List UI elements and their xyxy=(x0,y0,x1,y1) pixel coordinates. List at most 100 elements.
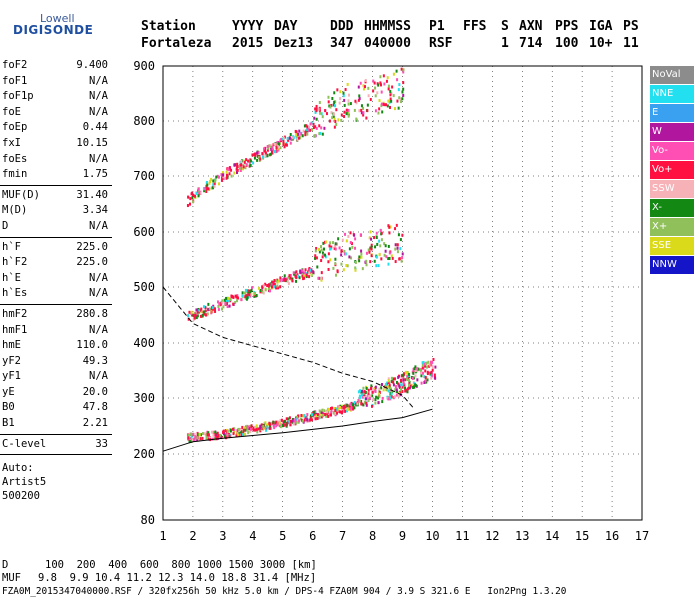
echo-point xyxy=(210,308,213,312)
echo-point xyxy=(327,95,330,99)
echo-point xyxy=(388,383,391,387)
echo-point xyxy=(404,389,407,393)
echo-point xyxy=(375,231,378,235)
echo-point xyxy=(237,433,240,437)
param-value: 47.8 xyxy=(82,401,108,414)
echo-point xyxy=(207,431,210,435)
echo-point xyxy=(374,401,377,405)
echo-point xyxy=(430,363,433,367)
echo-point xyxy=(402,373,405,377)
echo-point xyxy=(275,144,278,148)
echo-point xyxy=(242,159,245,163)
echo-point xyxy=(389,97,392,101)
echo-point xyxy=(378,390,381,394)
echo-point xyxy=(318,415,321,419)
echo-point xyxy=(252,161,255,165)
echo-point xyxy=(411,377,414,381)
echo-point xyxy=(345,264,348,268)
echo-point xyxy=(312,126,315,130)
echo-point xyxy=(314,134,317,138)
echo-point xyxy=(340,411,343,415)
echo-point xyxy=(195,432,198,436)
echo-point xyxy=(349,407,352,411)
echo-point xyxy=(315,117,318,121)
echo-point xyxy=(396,99,399,103)
echo-point xyxy=(394,260,397,264)
echo-point xyxy=(190,435,193,439)
echo-point xyxy=(396,246,399,250)
echo-point xyxy=(431,374,434,378)
echo-point xyxy=(330,111,333,115)
echo-point xyxy=(269,152,272,156)
echo-point xyxy=(189,202,192,206)
echo-point xyxy=(420,374,423,378)
echo-point xyxy=(212,183,215,187)
legend-nne: NNE xyxy=(650,85,694,103)
echo-point xyxy=(288,136,291,140)
echo-point xyxy=(296,273,299,277)
echo-point xyxy=(374,86,377,90)
param-row: foF1p N/A xyxy=(0,89,112,105)
echo-point xyxy=(240,159,243,163)
echo-point xyxy=(272,143,275,147)
echo-point xyxy=(360,108,363,112)
echo-point xyxy=(351,245,354,249)
param-row: M(D) 3.34 xyxy=(0,203,112,219)
echo-point xyxy=(406,387,409,391)
echo-point xyxy=(241,294,244,298)
echo-point xyxy=(219,303,222,307)
echo-point xyxy=(229,428,232,432)
echo-point xyxy=(314,254,317,258)
echo-point xyxy=(316,265,319,269)
echo-point xyxy=(335,273,338,277)
echo-point xyxy=(204,187,207,191)
echo-point xyxy=(244,295,247,299)
echo-point xyxy=(344,88,347,92)
echo-point xyxy=(414,374,417,378)
echo-point xyxy=(311,413,314,417)
echo-point xyxy=(307,127,310,131)
param-value: N/A xyxy=(89,271,108,284)
echo-point xyxy=(207,433,210,437)
echo-point xyxy=(327,100,330,104)
echo-point xyxy=(308,275,311,279)
echo-point xyxy=(216,174,219,178)
echo-point xyxy=(242,165,245,169)
echo-point xyxy=(332,241,335,245)
echo-point xyxy=(376,91,379,95)
echo-point xyxy=(304,268,307,272)
echo-point xyxy=(358,94,361,98)
echo-point xyxy=(365,251,368,255)
echo-point xyxy=(208,307,211,311)
param-row: fxI 10.15 xyxy=(0,136,112,152)
echo-point xyxy=(242,433,245,437)
echo-point xyxy=(342,268,345,272)
echo-point xyxy=(360,249,363,253)
echo-point xyxy=(303,271,306,275)
echo-point xyxy=(257,427,260,431)
echo-point xyxy=(358,255,361,259)
echo-point xyxy=(296,415,299,419)
echo-point xyxy=(328,104,331,108)
echo-point xyxy=(217,175,220,179)
echo-point xyxy=(383,82,386,86)
hdr-value-s: 1 xyxy=(501,36,509,51)
echo-point xyxy=(389,225,392,229)
echo-point xyxy=(358,259,361,263)
echo-point xyxy=(380,383,383,387)
echo-point xyxy=(365,116,368,120)
param-value: 0.44 xyxy=(82,121,108,134)
echo-point xyxy=(363,390,366,394)
echo-point xyxy=(395,223,398,227)
echo-point xyxy=(318,409,321,413)
echo-point xyxy=(423,375,426,379)
echo-point xyxy=(197,432,200,436)
echo-point xyxy=(208,181,211,185)
echo-point xyxy=(360,255,363,259)
echo-point xyxy=(421,366,424,370)
echo-point xyxy=(216,431,219,435)
hdr-label-hhmmss: HHMMSS xyxy=(364,19,411,34)
echo-point xyxy=(295,133,298,137)
echo-point xyxy=(337,118,340,122)
echo-point xyxy=(299,270,302,274)
